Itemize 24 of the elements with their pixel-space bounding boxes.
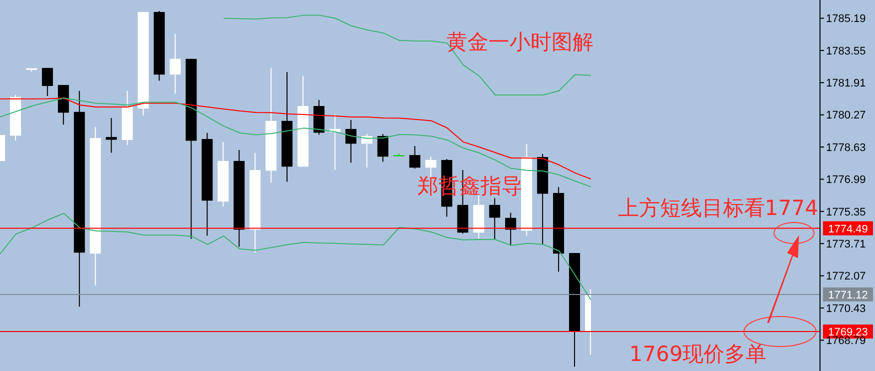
ref-line-label: 1774.49: [828, 223, 868, 236]
y-tick-label: 1770.43: [826, 302, 866, 315]
y-tick-label: 1781.91: [826, 78, 866, 90]
candlestick: [170, 33, 181, 94]
text: 1769现价多单: [629, 341, 767, 368]
candlestick: [393, 153, 404, 156]
candlestick: [409, 146, 420, 170]
candlestick: [345, 119, 356, 164]
text: 上方短线目标看1774: [618, 195, 818, 222]
candlestick: [377, 134, 388, 162]
ref-line-label: 1771.12: [828, 289, 868, 302]
y-tick-label: 1775.35: [826, 206, 866, 218]
candlestick: [106, 117, 117, 154]
candlestick: [489, 198, 500, 240]
y-tick-label: 1772.07: [826, 270, 866, 283]
y-tick-label: 1776.99: [826, 174, 866, 186]
line-series: [223, 14, 591, 96]
text: 黄金一小时图解: [446, 29, 594, 56]
y-tick-label: 1778.63: [826, 142, 866, 154]
y-tick-label: 1780.27: [826, 110, 866, 122]
y-tick-label: 1783.55: [826, 45, 866, 58]
candlestick: [42, 67, 53, 96]
y-tick-label: 1773.71: [826, 238, 866, 251]
y-tick-label: 1785.19: [826, 13, 866, 26]
